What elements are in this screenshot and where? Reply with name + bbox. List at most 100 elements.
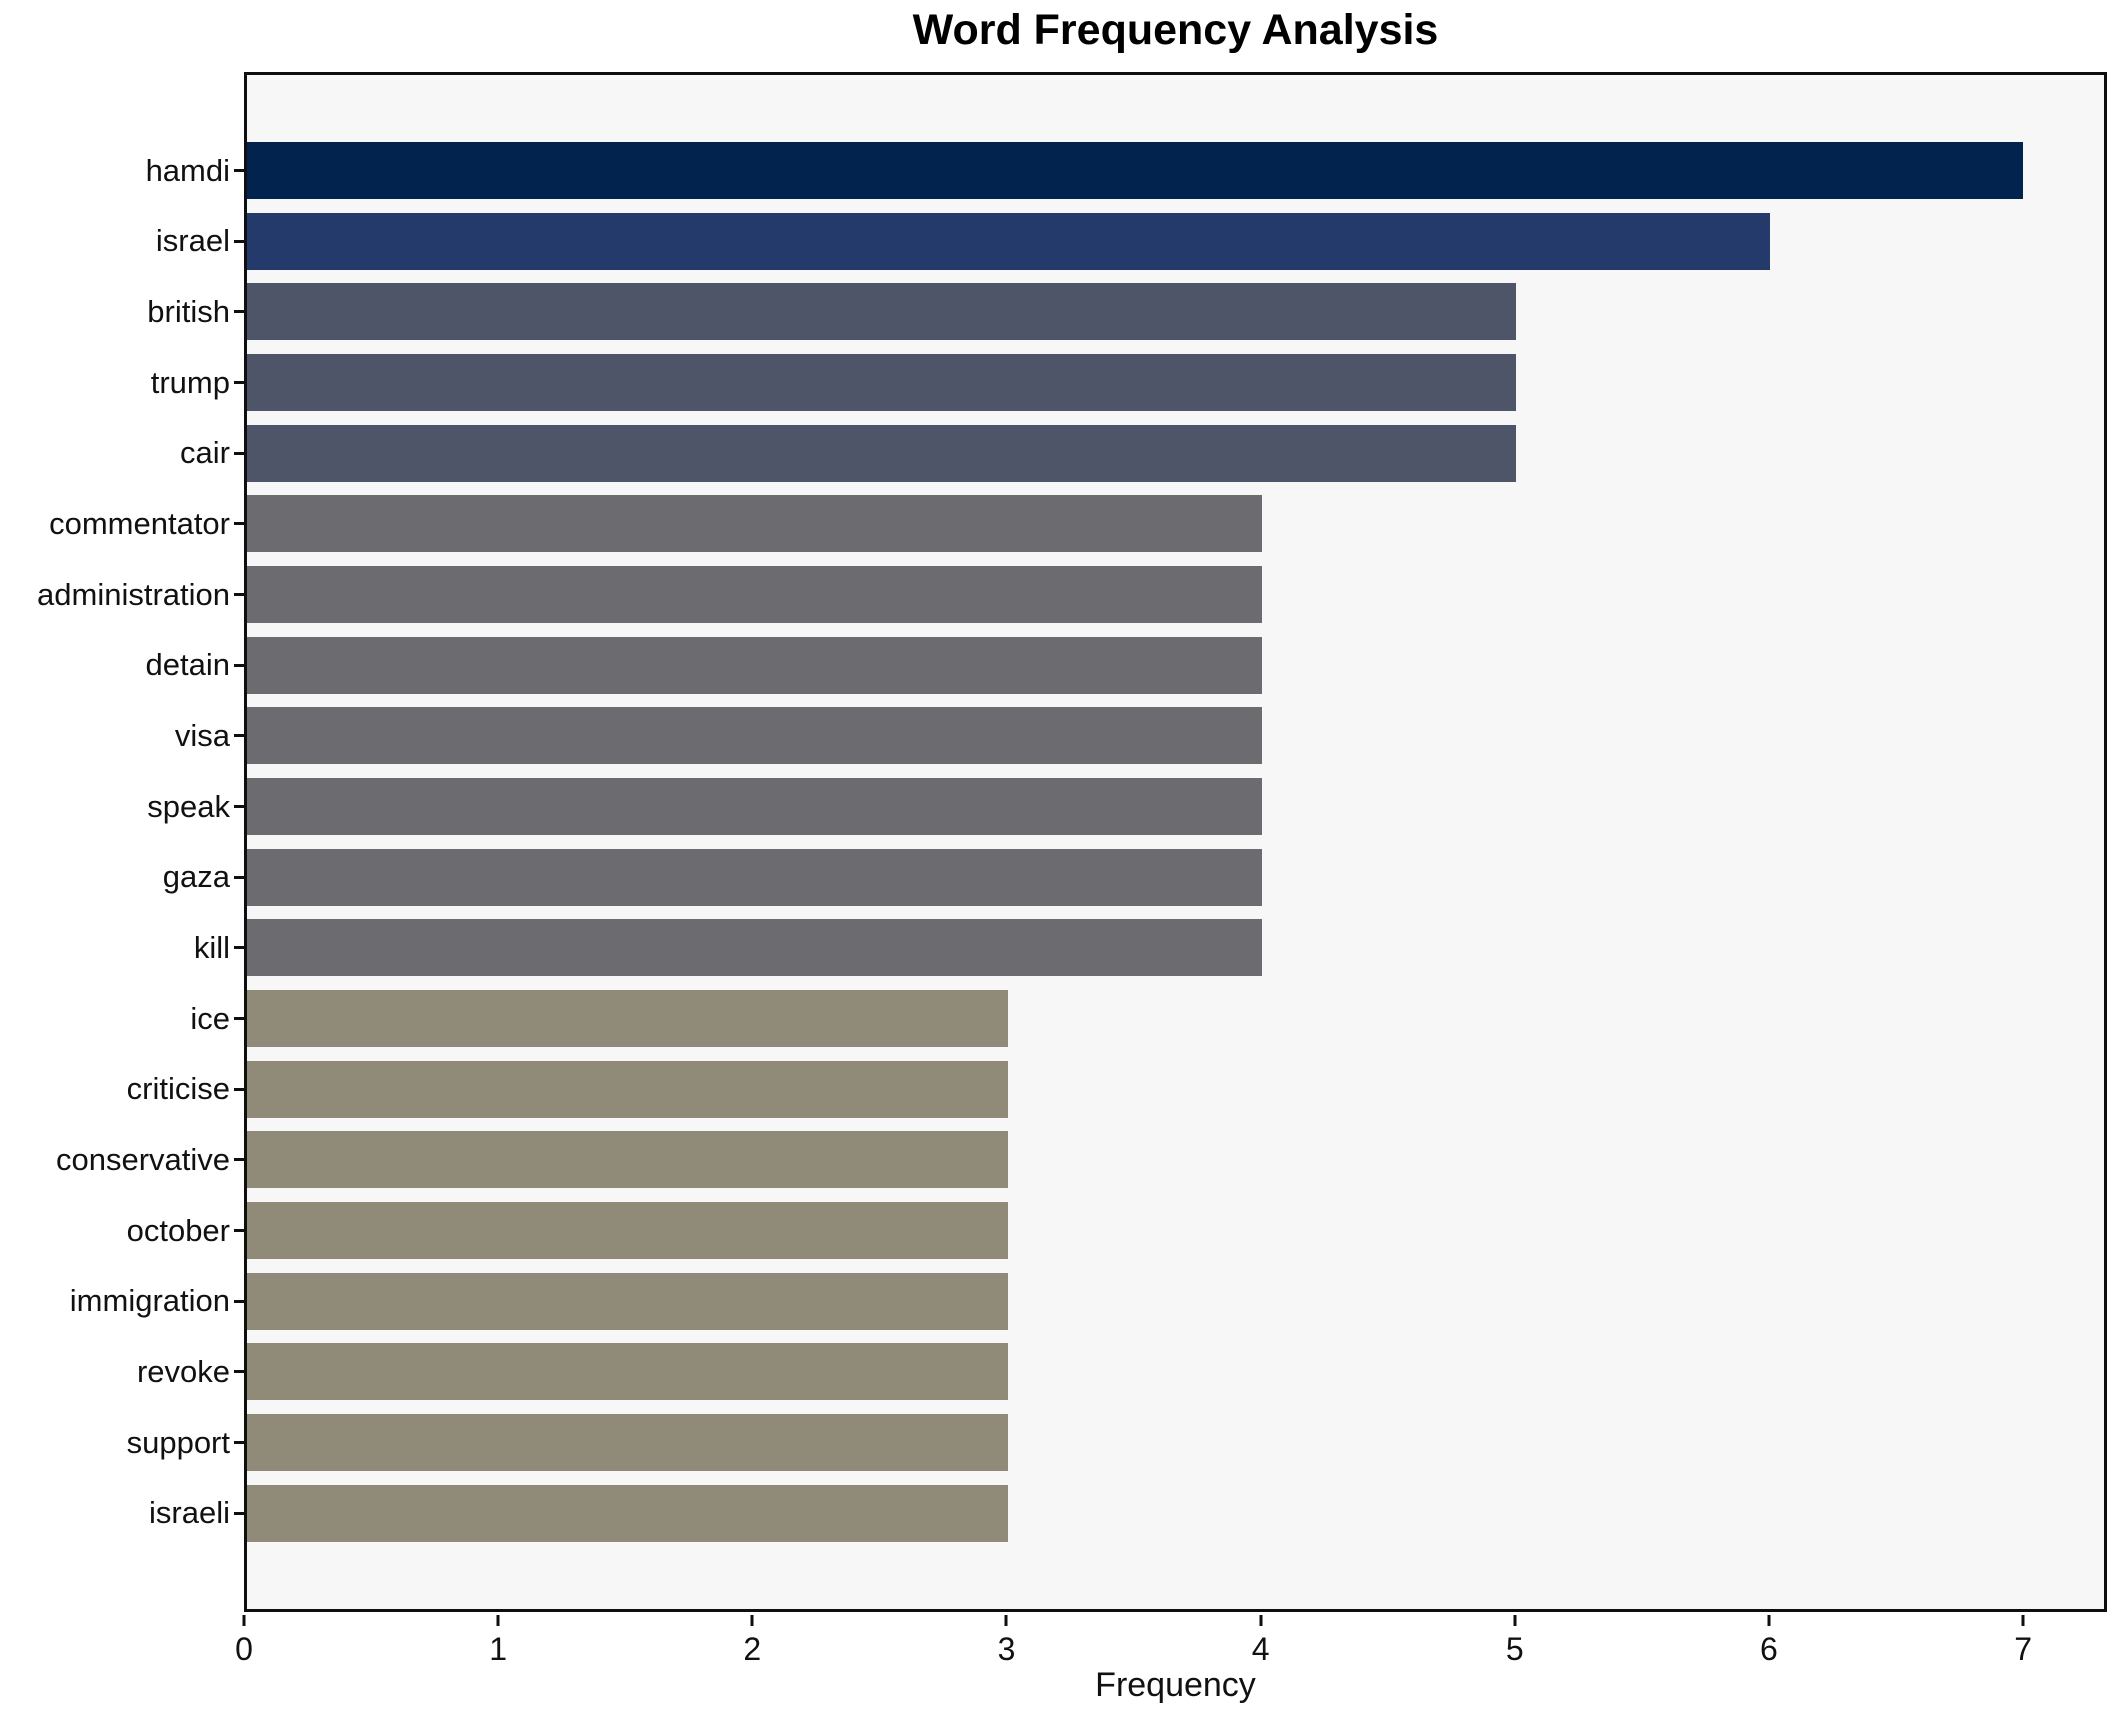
bar-track (244, 283, 2107, 341)
x-axis-tick-label: 5 (1505, 1631, 1524, 1667)
frequency-bar (247, 566, 1262, 624)
y-axis-tick (234, 522, 244, 526)
y-axis-tick (234, 1511, 244, 1515)
bar-track (244, 354, 2107, 412)
x-axis-tick-label: 2 (743, 1631, 762, 1667)
x-axis-tick-label: 7 (2014, 1631, 2033, 1667)
bar-row: cair (0, 424, 2107, 482)
y-axis-tick (234, 1017, 244, 1021)
y-axis-label: hamdi (145, 152, 230, 188)
y-axis-tick (234, 1158, 244, 1162)
bar-track (244, 1272, 2107, 1330)
bar-track (244, 495, 2107, 553)
bar-track (244, 919, 2107, 977)
frequency-bar (247, 1414, 1009, 1472)
frequency-bar (247, 778, 1262, 836)
bar-row: detain (0, 636, 2107, 694)
y-axis-label: israel (155, 223, 230, 259)
frequency-bar (247, 283, 1516, 341)
bar-track (244, 1343, 2107, 1401)
y-axis-tick (234, 734, 244, 738)
bar-track (244, 1414, 2107, 1472)
x-axis-tick (750, 1615, 754, 1626)
frequency-bar (247, 142, 2024, 199)
y-axis-label: support (126, 1424, 230, 1460)
y-axis-tick (234, 1441, 244, 1445)
x-axis-tick-label: 4 (1251, 1631, 1270, 1667)
y-axis-tick (234, 381, 244, 385)
y-axis-tick (234, 805, 244, 809)
bar-track (244, 990, 2107, 1048)
y-axis-tick (234, 946, 244, 950)
y-axis-label: british (147, 293, 230, 329)
y-axis-label: cair (180, 435, 230, 471)
frequency-bar (247, 495, 1262, 553)
y-axis-tick (234, 593, 244, 597)
x-axis-tick (496, 1615, 500, 1626)
frequency-bar (247, 1131, 1009, 1189)
bar-track (244, 778, 2107, 836)
bar-track (244, 1131, 2107, 1189)
frequency-bar (247, 1060, 1009, 1118)
y-axis-tick (234, 1370, 244, 1374)
bar-row: administration (0, 566, 2107, 624)
x-axis-tick (1004, 1615, 1008, 1626)
x-axis-tick-label: 1 (489, 1631, 508, 1667)
bar-track (244, 424, 2107, 482)
y-axis-tick (234, 239, 244, 243)
bar-row: criticise (0, 1060, 2107, 1118)
y-axis-label: immigration (69, 1283, 230, 1319)
bar-track (244, 566, 2107, 624)
bar-track (244, 1484, 2107, 1542)
bar-row: british (0, 283, 2107, 341)
bar-row: trump (0, 354, 2107, 412)
y-axis-label: trump (150, 364, 230, 400)
frequency-bar (247, 636, 1262, 694)
y-axis-tick (234, 663, 244, 667)
bar-row: kill (0, 919, 2107, 977)
frequency-bar (247, 354, 1516, 412)
bar-row: israeli (0, 1484, 2107, 1542)
frequency-bar (247, 990, 1009, 1048)
bar-row: revoke (0, 1343, 2107, 1401)
x-axis-tick (1259, 1615, 1263, 1626)
bar-track (244, 212, 2107, 270)
frequency-bar (247, 212, 1770, 270)
frequency-bar (247, 1343, 1009, 1401)
frequency-bar (247, 848, 1262, 906)
y-axis-tick (234, 1299, 244, 1303)
bar-row: israel (0, 212, 2107, 270)
y-axis-tick (234, 310, 244, 314)
bar-row: visa (0, 707, 2107, 765)
frequency-bar (247, 1272, 1009, 1330)
chart-title: Word Frequency Analysis (912, 6, 1439, 54)
y-axis-tick (234, 1087, 244, 1091)
x-axis-tick-label: 0 (235, 1631, 253, 1667)
frequency-bar (247, 707, 1262, 765)
bar-row: immigration (0, 1272, 2107, 1330)
x-axis-tick (242, 1615, 246, 1626)
frequency-bar (247, 1202, 1009, 1260)
y-axis-label: commentator (49, 505, 230, 541)
y-axis-tick (234, 451, 244, 455)
y-axis-label: administration (37, 576, 230, 612)
bar-track (244, 707, 2107, 765)
bar-rows: hamdi israel british trump cair commentator ad… (0, 72, 2107, 1612)
bar-row: ice (0, 990, 2107, 1048)
y-axis-label: gaza (162, 859, 230, 895)
bar-row: commentator (0, 495, 2107, 553)
bar-track (244, 636, 2107, 694)
y-axis-label: speak (147, 788, 230, 824)
x-axis-tick (1513, 1615, 1517, 1626)
bar-row: gaza (0, 848, 2107, 906)
y-axis-label: detain (145, 647, 230, 683)
y-axis-tick (234, 1229, 244, 1233)
frequency-bar (247, 1484, 1009, 1542)
x-axis: 0 1 2 3 4 5 6 7 (235, 1615, 2107, 1715)
y-axis-label: ice (190, 1000, 230, 1036)
x-axis-tick (1767, 1615, 1771, 1626)
y-axis-label: revoke (136, 1353, 230, 1389)
bar-track (244, 142, 2107, 199)
y-axis-label: conservative (55, 1141, 230, 1177)
